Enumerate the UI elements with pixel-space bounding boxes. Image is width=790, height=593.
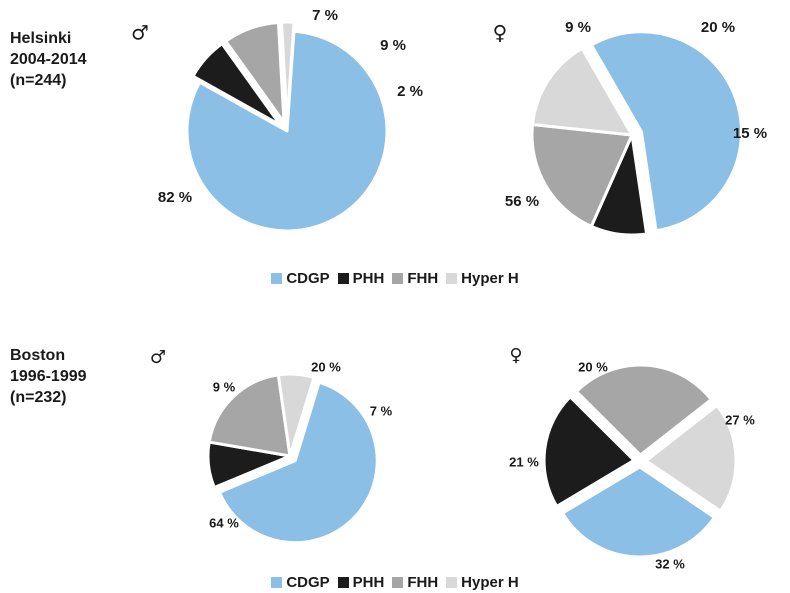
legend-label: PHH (352, 270, 385, 287)
slice-fhh (574, 363, 713, 457)
legend-item-fhh: FHH (392, 574, 438, 591)
slice-label-cdgp: 56 % (505, 193, 539, 210)
slice-label-hyper-h: 2 % (397, 83, 423, 100)
slice-label-hyper-h: 20 % (578, 359, 608, 374)
slice-label-hyper-h: 7 % (370, 403, 393, 418)
female-symbol-icon: ♀ (509, 345, 522, 366)
legend-swatch (337, 577, 349, 588)
male-symbol-icon: ♂ (150, 347, 166, 368)
slice-label-hyper-h: 15 % (733, 125, 767, 142)
legend-label: CDGP (286, 574, 330, 591)
legend-label: FHH (407, 574, 439, 591)
slice-label-phh: 9 % (213, 379, 236, 394)
slice-label-cdgp: 64 % (209, 515, 239, 530)
legend-item-phh: PHH (337, 270, 385, 287)
legend-label: Hyper H (461, 574, 519, 591)
legend-item-cdgp: CDGP (271, 270, 330, 287)
slice-cdgp (185, 29, 389, 233)
legend-bottom: CDGP PHH FHH Hyper H (0, 574, 790, 591)
legend-swatch (271, 273, 283, 284)
slice-label-fhh: 27 % (725, 412, 755, 427)
legend-swatch (271, 577, 283, 588)
legend-item-hyper-h: Hyper H (446, 574, 519, 591)
slice-phh (542, 395, 636, 508)
slice-cdgp (561, 465, 716, 559)
slice-fhh (207, 373, 292, 458)
legend-label: CDGP (286, 270, 330, 287)
legend-item-cdgp: CDGP (271, 574, 330, 591)
slice-label-cdgp: 82 % (158, 189, 192, 206)
female-symbol-icon: ♀ (493, 21, 508, 45)
slice-label-fhh: 9 % (380, 37, 406, 54)
slice-hyper-h (276, 372, 316, 458)
slice-label-phh: 9 % (565, 19, 591, 36)
slice-hyper-h (531, 46, 634, 137)
legend-label: Hyper H (461, 270, 519, 287)
slice-hyper-h (644, 403, 738, 513)
legend-label: PHH (352, 574, 385, 591)
slice-label-fhh: 20 % (701, 19, 735, 36)
male-symbol-icon: ♂ (131, 21, 149, 45)
slice-cdgp (589, 30, 743, 233)
slice-fhh (530, 123, 634, 228)
legend-swatch (392, 577, 404, 588)
slice-label-fhh: 20 % (311, 359, 341, 374)
legend-swatch (446, 577, 458, 588)
legend-swatch (446, 273, 458, 284)
pie-helsinki-female: 56 % 9 % 20 % 15 % ♀ (493, 19, 767, 237)
slice-phh (191, 42, 282, 127)
legend-label: FHH (407, 270, 439, 287)
legend-item-phh: PHH (337, 574, 385, 591)
pie-boston-male: 64 % 9 % 20 % 7 % ♂ (150, 347, 393, 545)
legend-swatch (337, 273, 349, 284)
slice-label-phh: 7 % (312, 7, 338, 24)
slice-label-cdgp: 32 % (655, 556, 685, 571)
slice-hyper-h (279, 20, 296, 124)
slice-cdgp (217, 380, 379, 545)
slice-label-phh: 21 % (509, 454, 539, 469)
group-label-helsinki: Helsinki 2004-2014 (n=244) (10, 30, 87, 89)
legend-item-fhh: FHH (392, 270, 438, 287)
slice-fhh (224, 21, 286, 125)
legend-swatch (392, 273, 404, 284)
pie-helsinki-male: 82 % 7 % 9 % 2 % ♂ (131, 7, 423, 233)
group-label-boston: Boston 1996-1999 (n=232) (10, 347, 87, 406)
pie-boston-female: 32 % 21 % 27 % 20 % ♀ (509, 345, 755, 571)
legend-item-hyper-h: Hyper H (446, 270, 519, 287)
legend-top: CDGP PHH FHH Hyper H (0, 270, 790, 287)
